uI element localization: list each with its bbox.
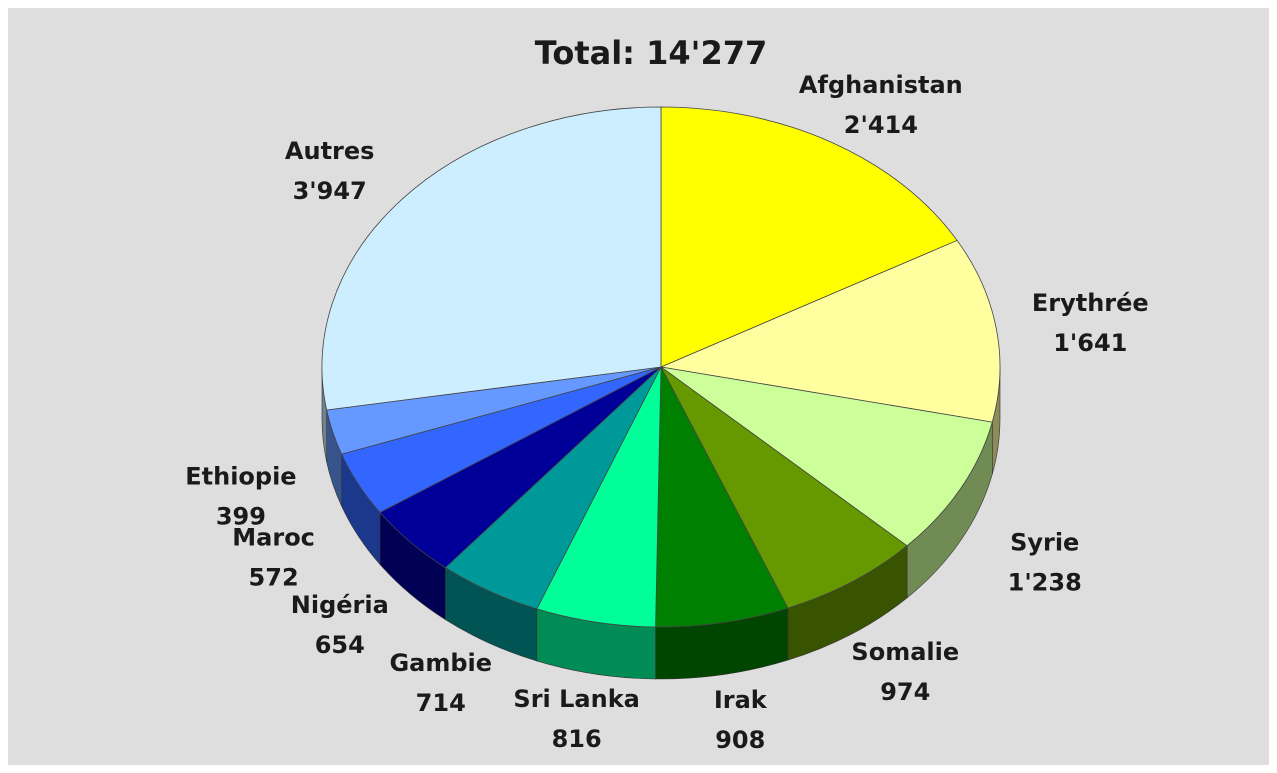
slice-label: Maroc xyxy=(232,524,315,552)
slice-value-label: 572 xyxy=(249,564,299,592)
pie-slice xyxy=(660,106,958,368)
slice-label: Somalie xyxy=(851,638,959,666)
pie-slice xyxy=(321,106,662,411)
slice-label: Nigéria xyxy=(291,591,389,619)
slice-value-label: 2'414 xyxy=(844,111,918,139)
pie-slice xyxy=(660,366,908,609)
slice-label: Sri Lanka xyxy=(513,685,639,713)
slice-value-label: 654 xyxy=(315,631,365,659)
slice-value-label: 974 xyxy=(880,678,930,706)
slice-value-label: 908 xyxy=(715,726,765,754)
slice-label: Gambie xyxy=(389,649,492,677)
chart-title: Total: 14'277 xyxy=(535,34,767,72)
slice-label: Syrie xyxy=(1010,529,1079,557)
slice-value-label: 816 xyxy=(552,725,602,753)
slice-value-label: 399 xyxy=(216,503,266,531)
slice-label: Irak xyxy=(714,686,768,714)
slice-label: Erythrée xyxy=(1032,289,1149,317)
pie-slice xyxy=(655,366,789,628)
slice-value-label: 714 xyxy=(416,689,466,717)
slice-value-label: 1'238 xyxy=(1008,569,1082,597)
slice-value-label: 3'947 xyxy=(293,177,367,205)
slice-label: Autres xyxy=(285,137,375,165)
slice-label: Afghanistan xyxy=(799,71,963,99)
pie-slice xyxy=(659,239,1001,423)
pie-slice xyxy=(660,366,993,547)
slice-label: Ethiopie xyxy=(185,463,296,491)
slice-value-label: 1'641 xyxy=(1053,329,1127,357)
